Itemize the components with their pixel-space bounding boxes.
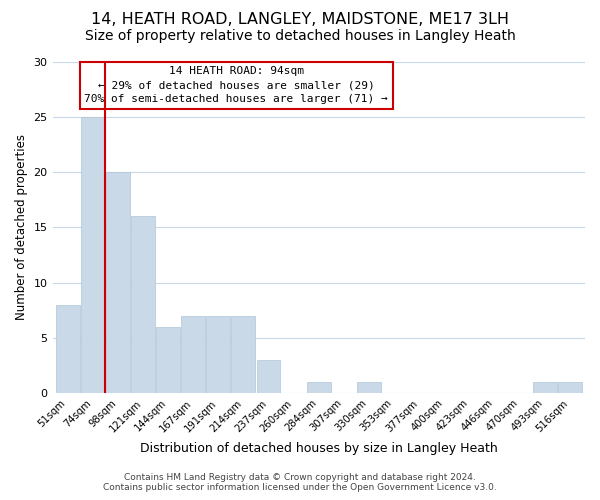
Bar — [558, 382, 582, 393]
Bar — [257, 360, 280, 393]
Text: Contains HM Land Registry data © Crown copyright and database right 2024.
Contai: Contains HM Land Registry data © Crown c… — [103, 473, 497, 492]
Bar — [206, 316, 230, 393]
Bar — [131, 216, 155, 393]
Bar — [307, 382, 331, 393]
Bar — [533, 382, 557, 393]
Bar — [357, 382, 381, 393]
Text: 14 HEATH ROAD: 94sqm
← 29% of detached houses are smaller (29)
70% of semi-detac: 14 HEATH ROAD: 94sqm ← 29% of detached h… — [85, 66, 388, 104]
Bar — [56, 304, 80, 393]
Bar — [232, 316, 256, 393]
Bar — [181, 316, 205, 393]
Text: Size of property relative to detached houses in Langley Heath: Size of property relative to detached ho… — [85, 29, 515, 43]
Y-axis label: Number of detached properties: Number of detached properties — [15, 134, 28, 320]
X-axis label: Distribution of detached houses by size in Langley Heath: Distribution of detached houses by size … — [140, 442, 497, 455]
Bar — [81, 117, 104, 393]
Text: 14, HEATH ROAD, LANGLEY, MAIDSTONE, ME17 3LH: 14, HEATH ROAD, LANGLEY, MAIDSTONE, ME17… — [91, 12, 509, 28]
Bar — [106, 172, 130, 393]
Bar — [156, 327, 180, 393]
